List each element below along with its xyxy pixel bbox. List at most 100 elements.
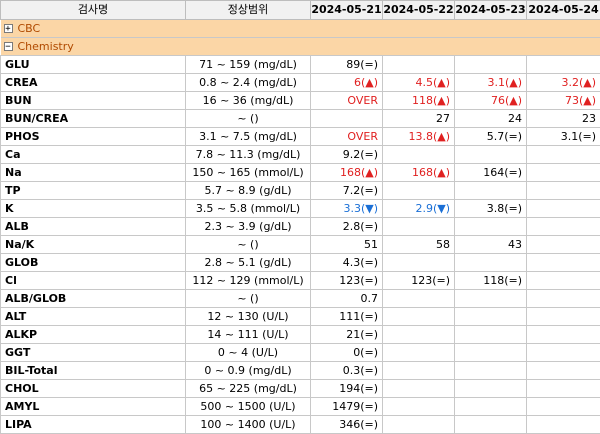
result-cell[interactable]: 118(▲) bbox=[383, 92, 455, 110]
result-cell[interactable] bbox=[527, 290, 600, 308]
result-cell[interactable]: 164(=) bbox=[455, 164, 527, 182]
test-name-cell[interactable]: AMYL bbox=[1, 398, 186, 416]
table-row[interactable]: ALB/GLOB~ ()0.7 bbox=[1, 290, 600, 308]
result-cell[interactable]: 3.2(▲) bbox=[527, 74, 600, 92]
test-name-cell[interactable]: BUN/CREA bbox=[1, 110, 186, 128]
result-cell[interactable]: 0.3(=) bbox=[311, 362, 383, 380]
result-cell[interactable] bbox=[455, 326, 527, 344]
result-cell[interactable] bbox=[527, 182, 600, 200]
result-cell[interactable] bbox=[527, 326, 600, 344]
result-cell[interactable]: 346(=) bbox=[311, 416, 383, 434]
result-cell[interactable]: 194(=) bbox=[311, 380, 383, 398]
result-cell[interactable] bbox=[527, 218, 600, 236]
result-cell[interactable] bbox=[455, 308, 527, 326]
result-cell[interactable] bbox=[455, 398, 527, 416]
result-cell[interactable] bbox=[383, 362, 455, 380]
test-name-cell[interactable]: Ca bbox=[1, 146, 186, 164]
test-name-cell[interactable]: GGT bbox=[1, 344, 186, 362]
test-name-cell[interactable]: Na/K bbox=[1, 236, 186, 254]
test-name-cell[interactable]: Cl bbox=[1, 272, 186, 290]
result-cell[interactable]: 4.3(=) bbox=[311, 254, 383, 272]
result-cell[interactable]: 3.1(▲) bbox=[455, 74, 527, 92]
result-cell[interactable] bbox=[383, 56, 455, 74]
result-cell[interactable]: 3.3(▼) bbox=[311, 200, 383, 218]
normal-range-cell[interactable]: 100 ~ 1400 (U/L) bbox=[186, 416, 311, 434]
group-row-chemistry[interactable]: −Chemistry bbox=[1, 38, 600, 56]
result-cell[interactable] bbox=[455, 146, 527, 164]
normal-range-cell[interactable]: 112 ~ 129 (mmol/L) bbox=[186, 272, 311, 290]
result-cell[interactable] bbox=[383, 398, 455, 416]
result-cell[interactable] bbox=[383, 182, 455, 200]
result-cell[interactable]: OVER bbox=[311, 128, 383, 146]
result-cell[interactable] bbox=[527, 398, 600, 416]
normal-range-cell[interactable]: 3.1 ~ 7.5 (mg/dL) bbox=[186, 128, 311, 146]
result-cell[interactable] bbox=[527, 146, 600, 164]
result-cell[interactable] bbox=[383, 380, 455, 398]
result-cell[interactable]: 24 bbox=[455, 110, 527, 128]
result-cell[interactable] bbox=[383, 254, 455, 272]
result-cell[interactable] bbox=[527, 380, 600, 398]
column-header-date[interactable]: 2024-05-22 bbox=[383, 1, 455, 20]
normal-range-cell[interactable]: 2.3 ~ 3.9 (g/dL) bbox=[186, 218, 311, 236]
result-cell[interactable] bbox=[383, 416, 455, 434]
result-cell[interactable]: 5.7(=) bbox=[455, 128, 527, 146]
result-cell[interactable]: 2.8(=) bbox=[311, 218, 383, 236]
result-cell[interactable]: 27 bbox=[383, 110, 455, 128]
normal-range-cell[interactable]: 12 ~ 130 (U/L) bbox=[186, 308, 311, 326]
normal-range-cell[interactable]: 65 ~ 225 (mg/dL) bbox=[186, 380, 311, 398]
result-cell[interactable]: 43 bbox=[455, 236, 527, 254]
result-cell[interactable] bbox=[311, 110, 383, 128]
normal-range-cell[interactable]: 0.8 ~ 2.4 (mg/dL) bbox=[186, 74, 311, 92]
result-cell[interactable] bbox=[527, 236, 600, 254]
group-cell[interactable]: −Chemistry bbox=[1, 38, 600, 56]
test-name-cell[interactable]: K bbox=[1, 200, 186, 218]
result-cell[interactable]: 3.8(=) bbox=[455, 200, 527, 218]
result-cell[interactable] bbox=[383, 326, 455, 344]
result-cell[interactable]: 6(▲) bbox=[311, 74, 383, 92]
expand-icon[interactable]: + bbox=[4, 24, 13, 33]
test-name-cell[interactable]: Na bbox=[1, 164, 186, 182]
result-cell[interactable] bbox=[527, 416, 600, 434]
result-cell[interactable]: 9.2(=) bbox=[311, 146, 383, 164]
normal-range-cell[interactable]: 71 ~ 159 (mg/dL) bbox=[186, 56, 311, 74]
result-cell[interactable] bbox=[527, 362, 600, 380]
group-row-cbc[interactable]: +CBC bbox=[1, 20, 600, 38]
result-cell[interactable]: 73(▲) bbox=[527, 92, 600, 110]
result-cell[interactable]: 0.7 bbox=[311, 290, 383, 308]
result-cell[interactable]: 76(▲) bbox=[455, 92, 527, 110]
result-cell[interactable]: 4.5(▲) bbox=[383, 74, 455, 92]
normal-range-cell[interactable]: 150 ~ 165 (mmol/L) bbox=[186, 164, 311, 182]
result-cell[interactable]: 89(=) bbox=[311, 56, 383, 74]
result-cell[interactable]: 13.8(▲) bbox=[383, 128, 455, 146]
result-cell[interactable] bbox=[527, 164, 600, 182]
result-cell[interactable]: 3.1(=) bbox=[527, 128, 600, 146]
result-cell[interactable]: 1479(=) bbox=[311, 398, 383, 416]
test-name-cell[interactable]: LIPA bbox=[1, 416, 186, 434]
result-cell[interactable]: 7.2(=) bbox=[311, 182, 383, 200]
normal-range-cell[interactable]: 7.8 ~ 11.3 (mg/dL) bbox=[186, 146, 311, 164]
result-cell[interactable] bbox=[527, 272, 600, 290]
test-name-cell[interactable]: ALT bbox=[1, 308, 186, 326]
result-cell[interactable] bbox=[455, 380, 527, 398]
normal-range-cell[interactable]: 0 ~ 4 (U/L) bbox=[186, 344, 311, 362]
result-cell[interactable] bbox=[527, 308, 600, 326]
test-name-cell[interactable]: ALB bbox=[1, 218, 186, 236]
result-cell[interactable]: 0(=) bbox=[311, 344, 383, 362]
normal-range-cell[interactable]: 14 ~ 111 (U/L) bbox=[186, 326, 311, 344]
result-cell[interactable]: 118(=) bbox=[455, 272, 527, 290]
result-cell[interactable] bbox=[527, 344, 600, 362]
result-cell[interactable]: OVER bbox=[311, 92, 383, 110]
